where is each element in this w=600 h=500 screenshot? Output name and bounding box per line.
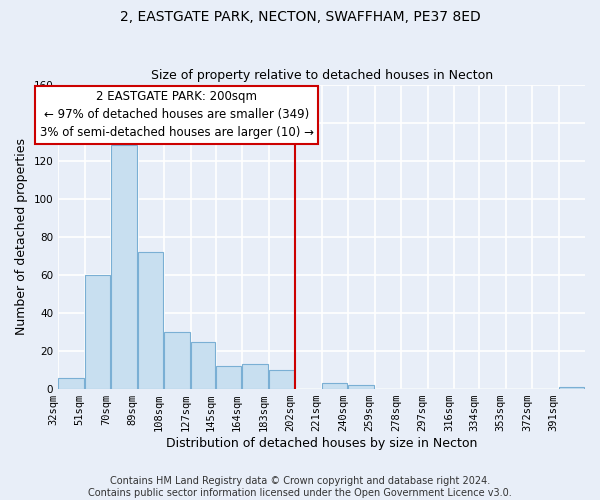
Title: Size of property relative to detached houses in Necton: Size of property relative to detached ho… [151, 69, 493, 82]
Text: 2 EASTGATE PARK: 200sqm
← 97% of detached houses are smaller (349)
3% of semi-de: 2 EASTGATE PARK: 200sqm ← 97% of detache… [40, 90, 314, 140]
Text: 2, EASTGATE PARK, NECTON, SWAFFHAM, PE37 8ED: 2, EASTGATE PARK, NECTON, SWAFFHAM, PE37… [119, 10, 481, 24]
Bar [242, 364, 268, 389]
Bar [191, 342, 215, 389]
Text: Contains HM Land Registry data © Crown copyright and database right 2024.
Contai: Contains HM Land Registry data © Crown c… [88, 476, 512, 498]
Bar [215, 366, 241, 389]
X-axis label: Distribution of detached houses by size in Necton: Distribution of detached houses by size … [166, 437, 477, 450]
Bar [348, 386, 374, 389]
Bar [164, 332, 190, 389]
Bar [58, 378, 84, 389]
Y-axis label: Number of detached properties: Number of detached properties [15, 138, 28, 336]
Bar [137, 252, 163, 389]
Bar [322, 384, 347, 389]
Bar [269, 370, 295, 389]
Bar [85, 275, 110, 389]
Bar [559, 387, 584, 389]
Bar [111, 146, 137, 389]
